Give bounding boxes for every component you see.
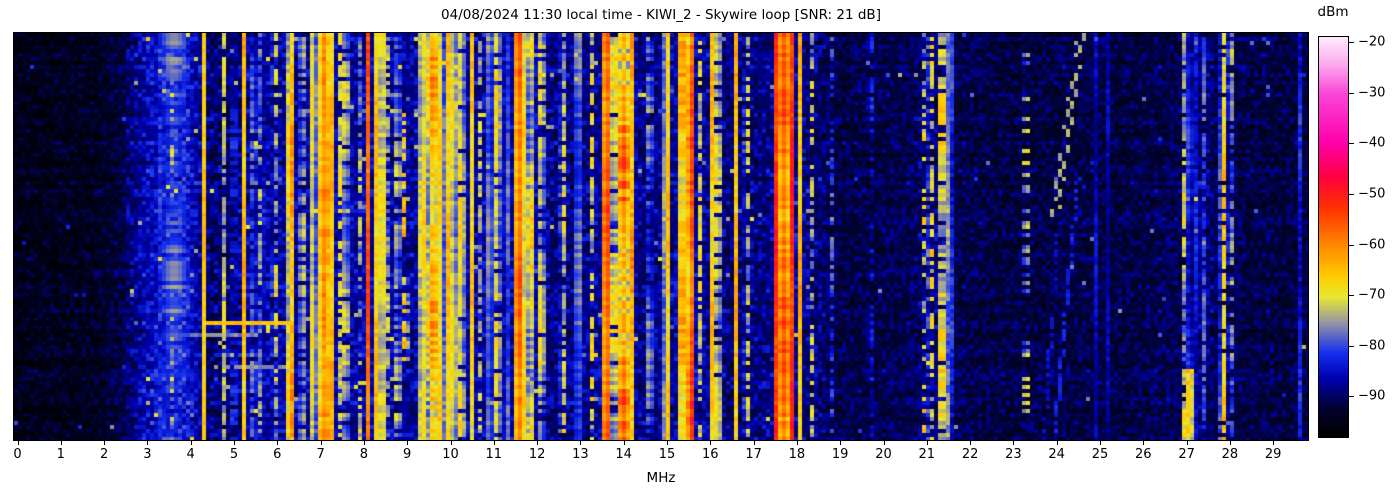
x-tick-label: 21 bbox=[918, 447, 936, 462]
x-tick-mark bbox=[60, 441, 62, 445]
colorbar-tick-mark bbox=[1349, 396, 1354, 398]
x-tick-label: 12 bbox=[528, 447, 546, 462]
x-tick-mark bbox=[1143, 441, 1145, 445]
x-tick-label: 15 bbox=[658, 447, 676, 462]
x-tick-label: 9 bbox=[403, 447, 412, 462]
x-tick-mark bbox=[450, 441, 452, 445]
x-tick-label: 7 bbox=[316, 447, 325, 462]
x-tick-label: 22 bbox=[961, 447, 979, 462]
x-tick-label: 23 bbox=[1005, 447, 1022, 462]
x-tick-mark bbox=[17, 441, 19, 445]
colorbar-tick-label: −80 bbox=[1358, 338, 1386, 354]
colorbar-tick-label: −50 bbox=[1358, 186, 1386, 202]
colorbar bbox=[1318, 36, 1349, 438]
x-tick-mark bbox=[277, 441, 279, 445]
x-tick-mark bbox=[1013, 441, 1015, 445]
x-tick-label: 4 bbox=[186, 447, 195, 462]
x-tick-label: 10 bbox=[442, 447, 459, 462]
x-tick-mark bbox=[407, 441, 409, 445]
colorbar-tick-label: −30 bbox=[1358, 85, 1386, 101]
plot-title: 04/08/2024 11:30 local time - KIWI_2 - S… bbox=[441, 7, 881, 23]
x-tick-label: 2 bbox=[99, 447, 109, 462]
x-tick-mark bbox=[840, 441, 842, 445]
x-tick-mark bbox=[320, 441, 322, 445]
colorbar-tick-label: −60 bbox=[1358, 237, 1386, 253]
colorbar-tick-mark bbox=[1349, 295, 1354, 297]
x-tick-label: 18 bbox=[788, 447, 806, 462]
x-tick-mark bbox=[580, 441, 582, 445]
x-tick-mark bbox=[1056, 441, 1058, 445]
x-tick-mark bbox=[234, 441, 235, 445]
colorbar-gradient-canvas bbox=[1319, 37, 1348, 437]
colorbar-tick-mark bbox=[1349, 143, 1354, 145]
x-tick-mark bbox=[190, 441, 192, 445]
colorbar-tick-mark bbox=[1349, 193, 1354, 195]
spectrogram-waterfall-canvas bbox=[14, 33, 1308, 440]
colorbar-tick-mark bbox=[1349, 42, 1354, 44]
colorbar-tick-mark bbox=[1349, 244, 1354, 246]
colorbar-tick-mark bbox=[1349, 345, 1354, 347]
x-tick-label: 11 bbox=[485, 447, 503, 462]
x-tick-label: 6 bbox=[273, 447, 282, 462]
x-tick-label: 28 bbox=[1221, 447, 1239, 462]
colorbar-tick-label: −90 bbox=[1358, 388, 1386, 404]
x-tick-mark bbox=[104, 441, 106, 445]
colorbar-tick-label: −40 bbox=[1358, 135, 1386, 151]
x-tick-label: 14 bbox=[615, 447, 632, 462]
x-tick-mark bbox=[1229, 441, 1231, 445]
x-tick-mark bbox=[667, 441, 668, 445]
x-tick-mark bbox=[926, 441, 928, 445]
x-tick-mark bbox=[493, 441, 495, 445]
x-tick-mark bbox=[1100, 441, 1101, 445]
x-tick-label: 26 bbox=[1135, 447, 1152, 462]
x-tick-label: 25 bbox=[1091, 447, 1109, 462]
colorbar-tick-label: −70 bbox=[1358, 287, 1386, 303]
colorbar-tick-mark bbox=[1349, 92, 1354, 94]
x-tick-label: 19 bbox=[831, 447, 849, 462]
x-tick-label: 0 bbox=[13, 447, 22, 462]
x-tick-mark bbox=[1186, 441, 1188, 445]
x-tick-mark bbox=[753, 441, 755, 445]
colorbar-label: dBm bbox=[1317, 4, 1349, 20]
x-tick-mark bbox=[623, 441, 625, 445]
x-tick-mark bbox=[537, 441, 539, 445]
x-tick-mark bbox=[710, 441, 712, 445]
x-tick-label: 17 bbox=[745, 447, 762, 462]
x-tick-label: 16 bbox=[702, 447, 719, 462]
x-tick-label: 8 bbox=[359, 447, 369, 462]
x-tick-mark bbox=[1273, 441, 1275, 445]
x-tick-label: 27 bbox=[1178, 447, 1195, 462]
x-axis-label: MHz bbox=[646, 470, 676, 486]
x-tick-label: 29 bbox=[1264, 447, 1282, 462]
x-tick-label: 24 bbox=[1048, 447, 1065, 462]
x-tick-mark bbox=[147, 441, 149, 445]
x-tick-mark bbox=[796, 441, 798, 445]
x-tick-mark bbox=[970, 441, 972, 445]
x-tick-mark bbox=[363, 441, 365, 445]
x-tick-label: 3 bbox=[143, 447, 152, 462]
x-tick-label: 20 bbox=[875, 447, 892, 462]
x-tick-label: 13 bbox=[572, 447, 589, 462]
x-tick-label: 5 bbox=[229, 447, 239, 462]
x-tick-mark bbox=[883, 441, 885, 445]
waterfall-plot-frame bbox=[13, 32, 1309, 441]
colorbar-tick-label: −20 bbox=[1358, 34, 1386, 50]
x-tick-label: 1 bbox=[56, 447, 65, 462]
